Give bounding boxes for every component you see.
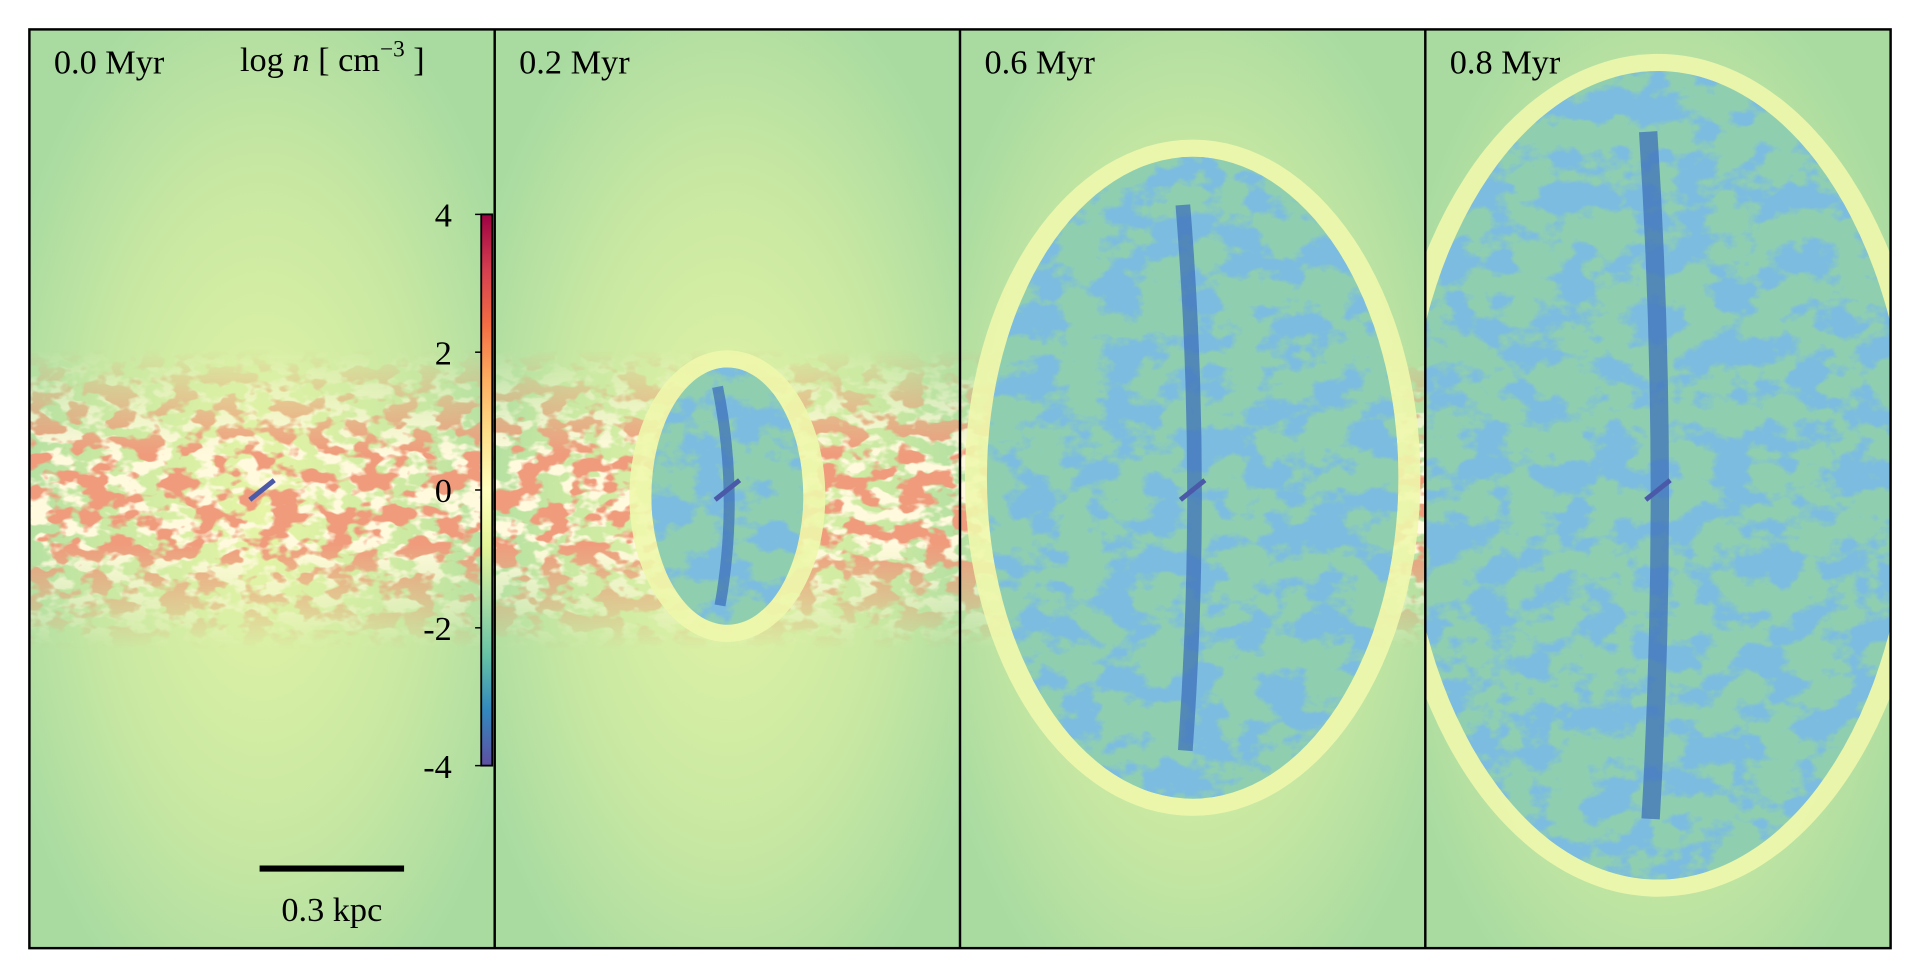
label-part: ] [413, 41, 424, 79]
colorbar-tick-label: 2 [435, 334, 452, 372]
panel [29, 29, 495, 949]
jet [1178, 478, 1207, 502]
frame [28, 28, 1892, 950]
disk-clumps [29, 349, 495, 650]
colorbar-tick-label: 0 [435, 472, 452, 510]
outflow [1638, 131, 1670, 820]
colorbar-tick-label: -4 [423, 748, 452, 786]
scale-bar-label: 0.3 kpc [281, 891, 382, 929]
colorbar-gradient [480, 213, 494, 767]
panel [494, 29, 960, 949]
panel-time: 0.6 Myr [984, 43, 1095, 81]
panel-time: 0.8 Myr [1450, 43, 1561, 81]
disk [29, 349, 495, 650]
colorbar-label: log n [ cm−3 ] [240, 26, 425, 79]
colorbar-tick-label: -2 [423, 610, 452, 648]
scale-bar: 0.3 kpc [259, 865, 405, 929]
panel [1425, 29, 1891, 949]
outflow [712, 385, 735, 607]
label-part: −3 [380, 36, 405, 62]
label-part: n [292, 41, 309, 79]
label-part: [ cm [318, 41, 380, 79]
panel-time: 0.2 Myr [519, 43, 630, 81]
panels: 0.0 Myr 0.2 Myr 0.6 Myr 0.8 Myr [29, 29, 1891, 949]
panel [960, 29, 1426, 949]
jet [1644, 478, 1672, 502]
colorbar-tick-label: 4 [435, 197, 452, 235]
jet [248, 478, 276, 502]
panel-time: 0.0 Myr [54, 43, 165, 81]
colorbar: log n [ cm−3 ] 4 2 0 -2 -4 [240, 26, 494, 786]
label-part: log [240, 41, 284, 79]
outflow [1175, 204, 1202, 752]
jet [713, 478, 742, 502]
